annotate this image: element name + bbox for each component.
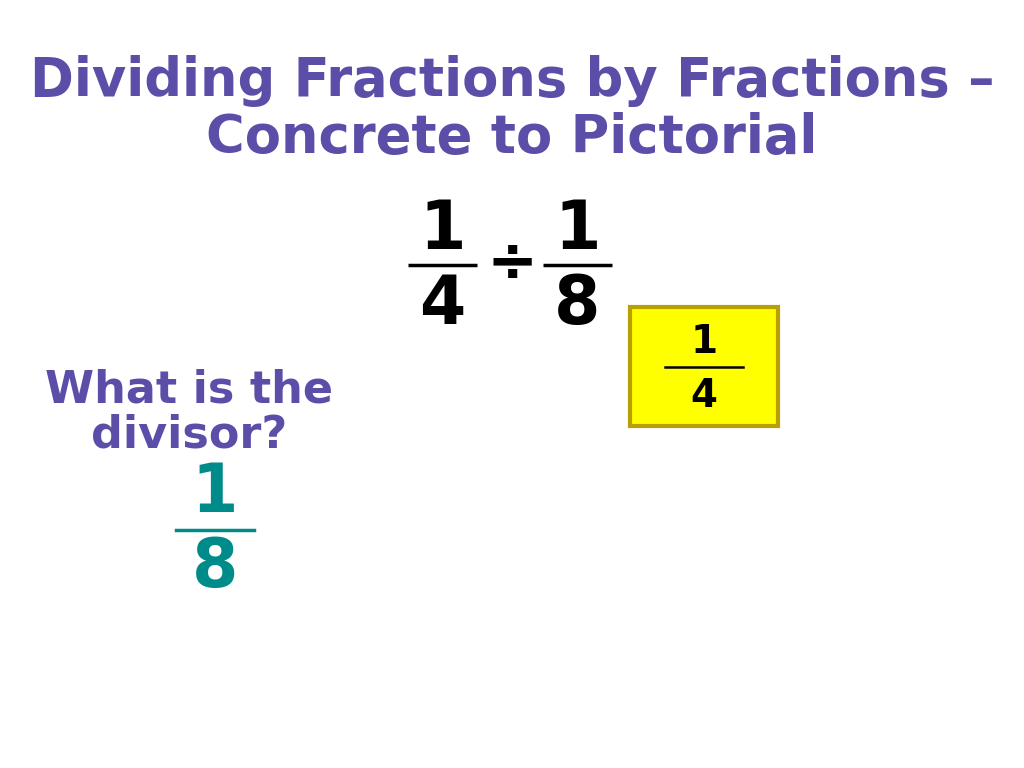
Text: 1: 1 (554, 197, 601, 263)
FancyBboxPatch shape (630, 307, 778, 426)
Text: Concrete to Pictorial: Concrete to Pictorial (206, 112, 818, 164)
Text: divisor?: divisor? (91, 413, 288, 456)
Text: 8: 8 (554, 272, 601, 338)
Text: 4: 4 (419, 272, 466, 338)
Text: 1: 1 (419, 197, 466, 263)
Text: 1: 1 (191, 460, 239, 526)
Text: What is the: What is the (45, 369, 334, 412)
Text: 1: 1 (690, 323, 718, 361)
Text: ÷: ÷ (486, 236, 538, 294)
Text: Dividing Fractions by Fractions –: Dividing Fractions by Fractions – (30, 55, 994, 107)
Text: 4: 4 (690, 377, 718, 415)
Text: 8: 8 (191, 535, 239, 601)
